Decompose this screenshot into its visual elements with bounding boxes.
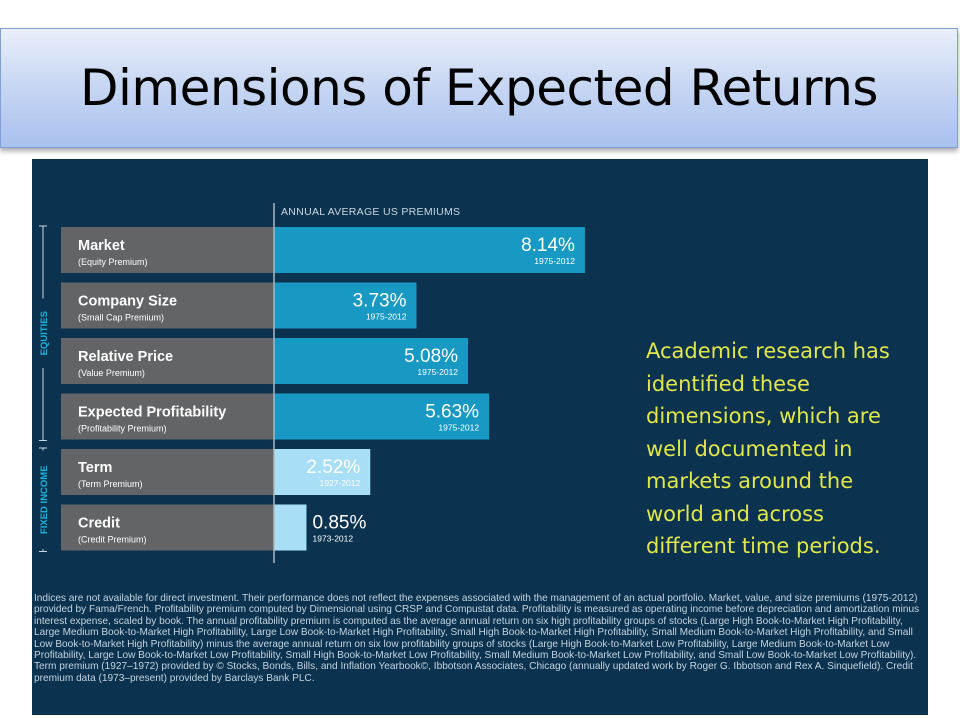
period-label: 1975-2012 bbox=[417, 367, 458, 377]
slide-title: Dimensions of Expected Returns bbox=[80, 59, 878, 117]
period-label: 1973-2012 bbox=[312, 534, 353, 544]
side-text: Academic research has identified these d… bbox=[646, 339, 890, 558]
group-label: EQUITIES bbox=[39, 311, 50, 355]
row-label-box bbox=[61, 504, 274, 551]
value-label: 5.08% bbox=[404, 346, 458, 367]
row-label: Market bbox=[78, 238, 125, 254]
axis-title: ANNUAL AVERAGE US PREMIUMS bbox=[281, 206, 460, 218]
period-label: 1975-2012 bbox=[438, 423, 479, 433]
value-label: 3.73% bbox=[353, 291, 407, 312]
premiums-bar-chart: ANNUAL AVERAGE US PREMIUMS Market (Equity … bbox=[39, 203, 585, 563]
group-label: FIXED INCOME bbox=[39, 465, 50, 534]
row-label-box bbox=[61, 338, 274, 384]
row-label: Company Size bbox=[78, 294, 177, 310]
row-sublabel: (Credit Premium) bbox=[78, 535, 147, 545]
period-label: 1975-2012 bbox=[534, 256, 575, 266]
value-label: 2.52% bbox=[306, 457, 360, 478]
row-label: Relative Price bbox=[78, 349, 173, 365]
premium-bar bbox=[274, 282, 417, 329]
row-label: Term bbox=[78, 460, 112, 476]
period-label: 1975-2012 bbox=[366, 312, 407, 322]
row-sublabel: (Equity Premium) bbox=[78, 257, 148, 267]
row-sublabel: (Term Premium) bbox=[78, 479, 143, 489]
row-label-box bbox=[61, 227, 274, 273]
premium-bar bbox=[274, 227, 585, 273]
chart-panel: ANNUAL AVERAGE US PREMIUMS Market (Equity … bbox=[32, 159, 928, 715]
row-label-box bbox=[61, 449, 274, 495]
value-label: 8.14% bbox=[521, 235, 575, 256]
row-sublabel: (Small Cap Premium) bbox=[78, 313, 164, 323]
row-label-box bbox=[61, 282, 274, 329]
period-label: 1927-2012 bbox=[320, 478, 361, 488]
footnote: Indices are not available for direct inv… bbox=[34, 593, 920, 684]
title-bar: Dimensions of Expected Returns bbox=[0, 28, 958, 148]
value-label: 0.85% bbox=[312, 513, 366, 534]
row-label: Expected Profitability bbox=[78, 405, 226, 421]
row-label: Credit bbox=[78, 516, 120, 532]
row-label-box bbox=[61, 393, 274, 440]
row-sublabel: (Profitability Premium) bbox=[78, 424, 167, 434]
row-sublabel: (Value Premium) bbox=[78, 368, 145, 378]
value-label: 5.63% bbox=[425, 402, 479, 423]
premium-bar bbox=[274, 338, 469, 384]
premium-bar bbox=[274, 393, 490, 440]
premium-bar bbox=[274, 504, 307, 551]
premium-bar bbox=[274, 449, 371, 495]
